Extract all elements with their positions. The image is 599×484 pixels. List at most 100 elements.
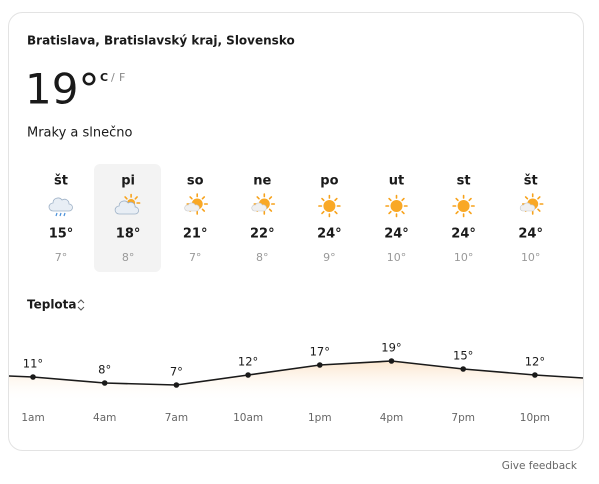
day-low: 7°: [55, 251, 68, 264]
day-high: 18°: [116, 227, 141, 242]
day-high: 15°: [49, 227, 74, 242]
temp-point: [460, 366, 467, 372]
time-label: 10am: [233, 412, 263, 424]
sun-ray: [388, 197, 392, 202]
temp-point: [30, 374, 36, 380]
time-label: 1pm: [308, 412, 332, 424]
sort-icon[interactable]: [77, 299, 85, 311]
sun-ray: [201, 196, 206, 200]
temp-label: 11°: [23, 357, 43, 371]
day-high: 24°: [518, 227, 543, 242]
temp-label: 12°: [238, 355, 258, 369]
sun-ray: [124, 196, 128, 200]
day-high: 24°: [317, 227, 342, 242]
cloud-part: [184, 202, 200, 212]
sun-ray: [524, 196, 529, 200]
day-name[interactable]: ne: [253, 174, 271, 189]
sun-ray: [537, 196, 541, 200]
temp-point: [173, 382, 180, 388]
sun-ray: [268, 196, 273, 200]
unit-f[interactable]: F: [119, 71, 125, 84]
day-name[interactable]: ut: [389, 174, 404, 189]
sun-disc: [457, 200, 470, 212]
sun-ray: [334, 210, 338, 215]
day-low: 7°: [189, 251, 202, 264]
time-label: 1am: [21, 412, 44, 424]
sun-disc: [390, 200, 403, 212]
time-label: 7am: [165, 412, 188, 424]
time-label: 10pm: [520, 412, 550, 424]
sun-icon: [452, 194, 475, 218]
day-high: 22°: [250, 227, 275, 242]
day-high: 24°: [451, 227, 476, 242]
temp-point: [101, 380, 108, 386]
day-low: 8°: [256, 251, 269, 264]
day-name[interactable]: so: [187, 174, 204, 189]
sun-ray: [468, 210, 472, 215]
sun-ray: [321, 197, 325, 202]
temp-label: 8°: [98, 363, 111, 377]
sun-icon: [385, 194, 408, 218]
temp-line: [32, 360, 535, 386]
area-fill: [9, 361, 583, 402]
time-label: 7pm: [451, 412, 475, 424]
sun-ray: [334, 197, 338, 202]
cloud-part: [251, 202, 267, 212]
day-name[interactable]: št: [54, 174, 68, 189]
day-name[interactable]: st: [457, 174, 471, 189]
sun-disc: [323, 200, 336, 212]
day-high: 24°: [384, 227, 409, 242]
sun-ray: [256, 196, 260, 200]
sun-ray: [321, 210, 325, 215]
sun-ray: [189, 196, 193, 200]
rain-drop: [59, 212, 62, 217]
day-low: 10°: [387, 251, 407, 264]
sun-ray: [455, 197, 459, 202]
sun-ray: [401, 197, 405, 202]
temp-label: 7°: [170, 365, 183, 379]
sun-ray: [537, 208, 541, 212]
cloud-icon: [48, 197, 73, 212]
sun-ray: [268, 208, 273, 212]
temp-point: [245, 372, 251, 378]
current-temp: 19°: [25, 65, 99, 114]
cloud-part: [519, 202, 536, 212]
sun-ray: [401, 210, 405, 215]
sun-ray: [201, 208, 206, 212]
sun-icon: [318, 194, 341, 218]
day-low: 10°: [454, 251, 474, 264]
rain-drop: [55, 212, 58, 217]
temp-line-ends: [8, 374, 584, 379]
sun-ray: [468, 197, 472, 202]
card: [8, 12, 584, 451]
sun-ray: [388, 210, 392, 215]
temp-label: 15°: [453, 349, 473, 363]
day-low: 9°: [323, 251, 336, 264]
cloud-icon: [114, 200, 139, 215]
day-name[interactable]: pi: [121, 174, 135, 189]
day-name[interactable]: po: [320, 174, 338, 189]
sun-ray: [455, 210, 459, 215]
time-label: 4pm: [380, 412, 404, 424]
temp-point: [388, 358, 395, 364]
temp-label: 12°: [525, 355, 545, 369]
day-low: 8°: [122, 251, 135, 264]
location: Bratislava, Bratislavský kraj, Slovensko: [27, 34, 295, 48]
day-high: 21°: [183, 227, 208, 242]
feedback-link[interactable]: Give feedback: [502, 460, 578, 472]
condition: Mraky a slnečno: [27, 126, 133, 141]
temp-point: [317, 362, 323, 368]
temp-point: [532, 372, 538, 378]
rain-drop: [63, 212, 66, 217]
unit-c[interactable]: C: [100, 71, 108, 84]
day-low: 10°: [521, 251, 541, 264]
day-name[interactable]: št: [524, 174, 538, 189]
metric-label[interactable]: Teplota: [27, 298, 77, 312]
temp-label: 19°: [381, 341, 401, 355]
temp-label: 17°: [310, 345, 330, 359]
sun-ray: [134, 196, 138, 200]
time-label: 4am: [93, 412, 116, 424]
selected-day-bg[interactable]: [94, 164, 161, 272]
